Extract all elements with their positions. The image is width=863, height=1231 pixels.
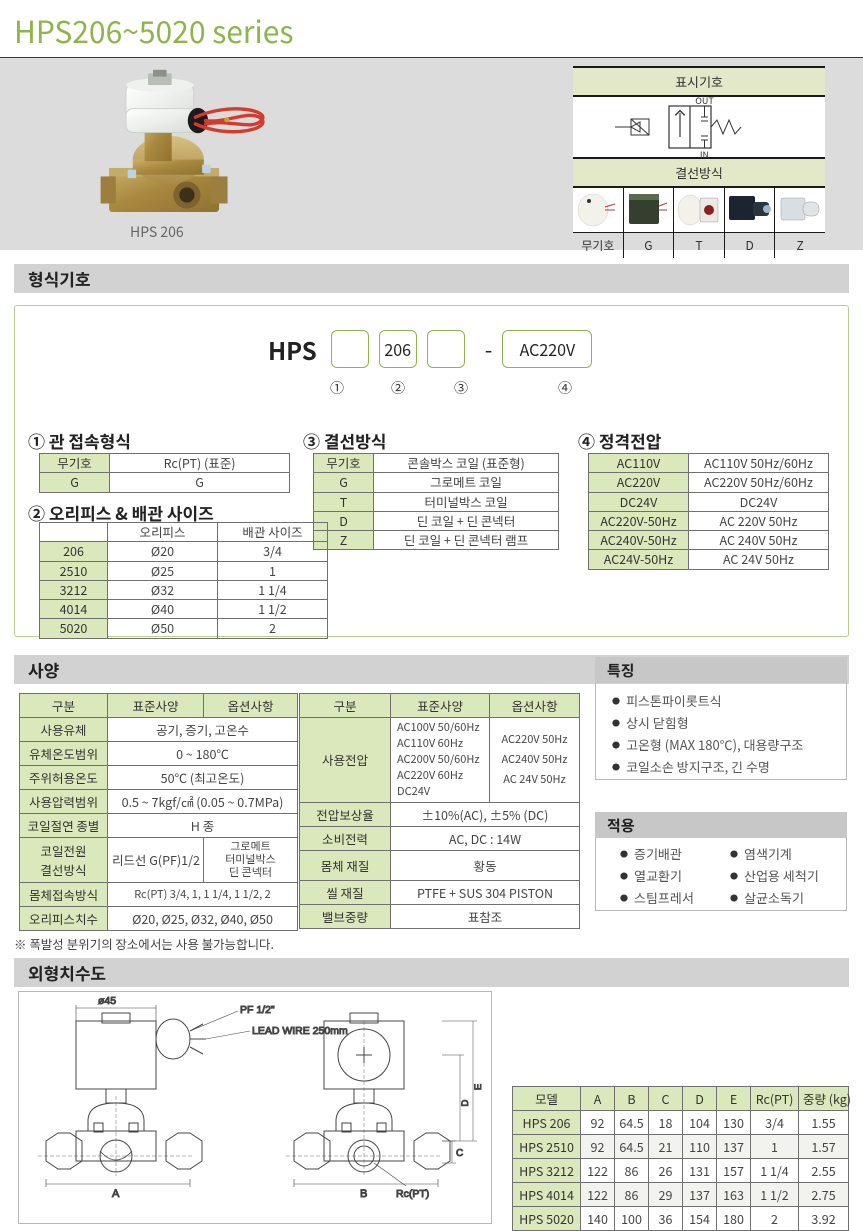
svg-text:PF 1/2": PF 1/2" bbox=[240, 1004, 275, 1016]
svg-text:IN: IN bbox=[700, 148, 709, 159]
svg-text:D: D bbox=[460, 1099, 471, 1106]
svg-text:LEAD WIRE 250mm: LEAD WIRE 250mm bbox=[252, 1025, 348, 1037]
svg-text:Rc(PT): Rc(PT) bbox=[396, 1188, 429, 1200]
svg-text:C: C bbox=[456, 1148, 463, 1159]
svg-text:OUT: OUT bbox=[695, 97, 714, 107]
svg-text:A: A bbox=[112, 1188, 120, 1200]
svg-text:ø45: ø45 bbox=[98, 995, 116, 1007]
svg-text:E: E bbox=[473, 1084, 484, 1090]
svg-text:B: B bbox=[360, 1188, 367, 1200]
